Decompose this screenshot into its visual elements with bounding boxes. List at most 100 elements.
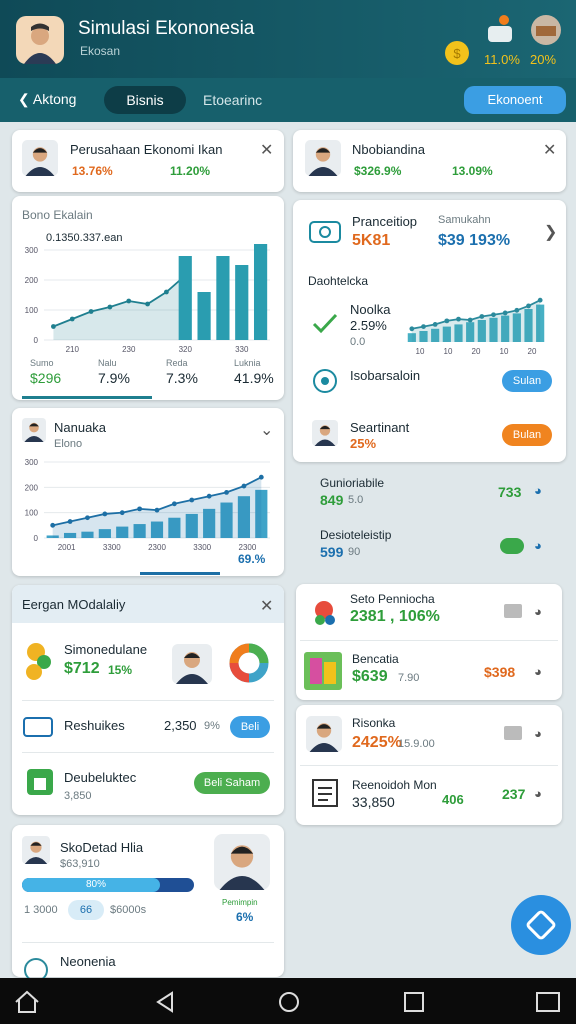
buy-button[interactable]: Beli (230, 716, 270, 738)
avatar-body (308, 167, 338, 176)
section-title: Daohtelcka (308, 274, 369, 288)
chart-caption: 0.1350.337.ean (46, 232, 123, 244)
bar (168, 517, 181, 538)
bar (81, 531, 94, 538)
y-tick-label: 100 (25, 509, 39, 518)
scroll-indicator (22, 396, 152, 399)
profile-avatar[interactable] (16, 16, 64, 64)
progress-label: 80% (86, 879, 107, 890)
close-button[interactable]: ✕ (260, 598, 274, 615)
info-icon[interactable]: ◕ (534, 483, 542, 498)
buy-button[interactable]: Beli Saham (194, 772, 270, 794)
home-icon[interactable] (15, 990, 39, 1013)
info-icon[interactable]: ◕ (534, 786, 542, 801)
row-sub: 0.0 (350, 336, 366, 348)
row-sub: 5.0 (348, 494, 364, 506)
stat-label: Nalu (98, 358, 117, 368)
bar (454, 324, 463, 342)
resource-icon (488, 15, 512, 42)
menu-icon[interactable] (536, 992, 560, 1012)
row-value: 599 (320, 544, 344, 560)
avatar-art (312, 420, 338, 446)
point (119, 510, 125, 516)
bar (536, 304, 545, 342)
close-button[interactable]: ✕ (543, 142, 557, 159)
row-name: Gunioriabile (320, 476, 385, 490)
toggle[interactable] (500, 538, 524, 554)
y-tick-label: 200 (25, 276, 39, 285)
x-tick-label: 10 (444, 347, 453, 356)
row-name: Noolka (350, 302, 391, 317)
line (53, 274, 186, 328)
row-value: $639 (352, 668, 388, 685)
stat-value: 7.9% (98, 370, 130, 386)
bar (442, 326, 451, 342)
point (491, 312, 496, 318)
point (526, 303, 531, 309)
system-nav (0, 978, 576, 1024)
info-icon[interactable]: ◕ (534, 538, 542, 553)
point (50, 522, 56, 528)
point (241, 483, 247, 489)
back-link[interactable]: ❮ Aktong (18, 91, 77, 107)
check-icon (312, 313, 338, 334)
row-sub: 15.9.00 (398, 738, 435, 750)
info-icon[interactable]: ◕ (534, 726, 542, 741)
close-button[interactable]: ✕ (260, 142, 274, 159)
avatar-hair (184, 653, 200, 658)
card-icon (23, 717, 53, 737)
stat-value: $296 (30, 370, 62, 386)
stat: 13.76% (72, 164, 113, 178)
fab-button[interactable] (510, 894, 572, 956)
avatar-hair (32, 148, 48, 153)
stat: 1 3000 (24, 904, 58, 916)
action-button[interactable]: Bulan (502, 424, 552, 446)
chevron[interactable]: ❯ (544, 224, 558, 241)
avatar-hair (29, 423, 39, 427)
row-name: Reshuikes (64, 718, 125, 733)
avatar (214, 834, 270, 895)
home-circle[interactable] (279, 992, 299, 1012)
row-name: Deubeluktec (64, 770, 137, 785)
item-label: Samukahn (438, 214, 491, 226)
x-tick-label: 10 (416, 347, 425, 356)
point (102, 511, 108, 517)
expand-button[interactable]: ⌄ (260, 422, 274, 439)
globe-icon (313, 369, 337, 393)
stat-label: Reda (166, 358, 188, 368)
bar (133, 524, 146, 538)
bar (216, 256, 230, 340)
avatar-hair (319, 425, 331, 430)
info-icon[interactable]: ◕ (534, 604, 542, 619)
avatar-art (214, 834, 270, 890)
card-header (12, 585, 284, 623)
avatar-body (309, 743, 339, 752)
point (126, 298, 132, 304)
avatar (305, 140, 341, 181)
recents-icon[interactable] (404, 992, 424, 1012)
chart-card (12, 408, 284, 576)
app-title: Simulasi Ekononesia (78, 18, 255, 39)
company-name: Perusahaan Ekonomi Ikan (70, 142, 223, 157)
stat-value: 7.3% (166, 370, 198, 386)
avatar-hair (230, 846, 254, 854)
avatar (306, 716, 342, 757)
point (537, 297, 543, 303)
pin-icon (315, 601, 335, 625)
bar (185, 513, 198, 538)
action-button[interactable]: Sulan (502, 370, 552, 392)
tab[interactable]: Etoearinc (203, 92, 263, 108)
x-tick-label: 3300 (193, 543, 211, 552)
chip[interactable]: 66 (68, 900, 104, 920)
bar (237, 496, 251, 538)
row-value: 25% (350, 436, 377, 451)
back-icon[interactable] (156, 991, 173, 1013)
x-tick-label: 230 (122, 345, 136, 354)
tab-active[interactable]: Bisnis (104, 86, 186, 114)
row-value: 33,850 (352, 794, 395, 810)
nav-button[interactable]: Ekonoent (464, 86, 566, 114)
stat-label: Sumo (30, 358, 54, 368)
avatar (312, 420, 338, 451)
info-icon[interactable]: ◕ (534, 664, 542, 679)
point (421, 324, 426, 329)
